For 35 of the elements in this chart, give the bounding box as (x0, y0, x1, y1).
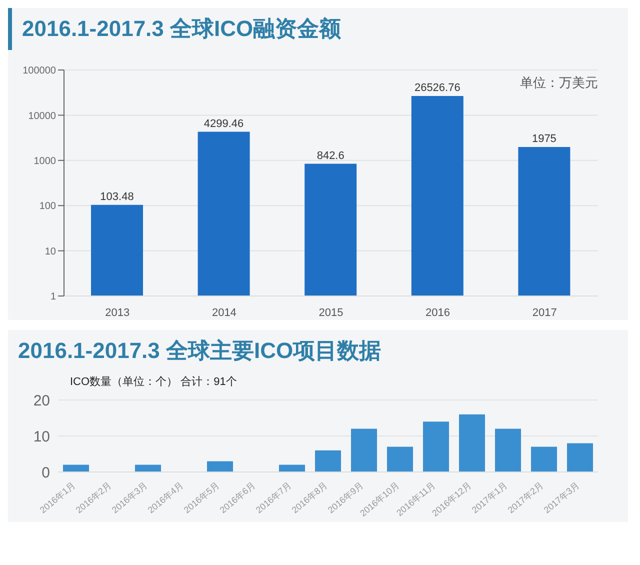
data-label: 26526.76 (414, 82, 460, 94)
bar (459, 414, 485, 472)
bar (207, 461, 233, 472)
bar (495, 428, 521, 472)
bar (567, 443, 593, 472)
x-tick-label: 2014 (212, 307, 236, 319)
text: ICO数量（单位：个） 合计：91个 (70, 374, 237, 389)
bar (135, 464, 161, 472)
bar (531, 446, 557, 472)
y-tick-label: 100 (39, 201, 56, 212)
y-tick-label: 1000 (34, 156, 56, 167)
x-tick-label: 2015 (318, 307, 344, 319)
data-label: 842.6 (316, 150, 344, 162)
annotation: 单位：万美元 (520, 74, 598, 92)
bar (315, 450, 341, 472)
y-tick-label: 1 (50, 292, 56, 303)
y-tick-label: 10 (33, 428, 50, 446)
bar (351, 428, 377, 472)
bar (279, 464, 305, 472)
y-tick-label: 20 (33, 392, 50, 410)
y-tick-label: 0 (42, 464, 50, 482)
y-tick-label: 10000 (28, 110, 56, 122)
chart-title: 2016.1-2017.3 全球主要ICO项目数据 (17, 337, 382, 365)
data-label: 4299.46 (204, 118, 244, 130)
y-tick-label: 10 (44, 246, 56, 258)
bar (63, 464, 89, 472)
chart-title: 2016.1-2017.3 全球ICO融资金额 (8, 8, 628, 50)
data-label: 103.48 (100, 190, 134, 203)
x-tick-label: 2017 (532, 307, 557, 319)
y-tick-label: 100000 (22, 66, 56, 77)
bar (387, 446, 413, 472)
x-tick-label: 2013 (105, 307, 130, 319)
data-label: 1975 (532, 133, 556, 146)
x-tick-label: 2016 (426, 307, 450, 319)
bar (423, 422, 449, 472)
